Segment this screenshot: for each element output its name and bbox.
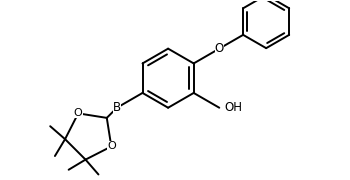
Text: OH: OH [224, 101, 242, 114]
Text: O: O [107, 141, 116, 151]
Text: B: B [113, 101, 121, 114]
Text: O: O [215, 42, 224, 55]
Text: O: O [74, 108, 83, 118]
